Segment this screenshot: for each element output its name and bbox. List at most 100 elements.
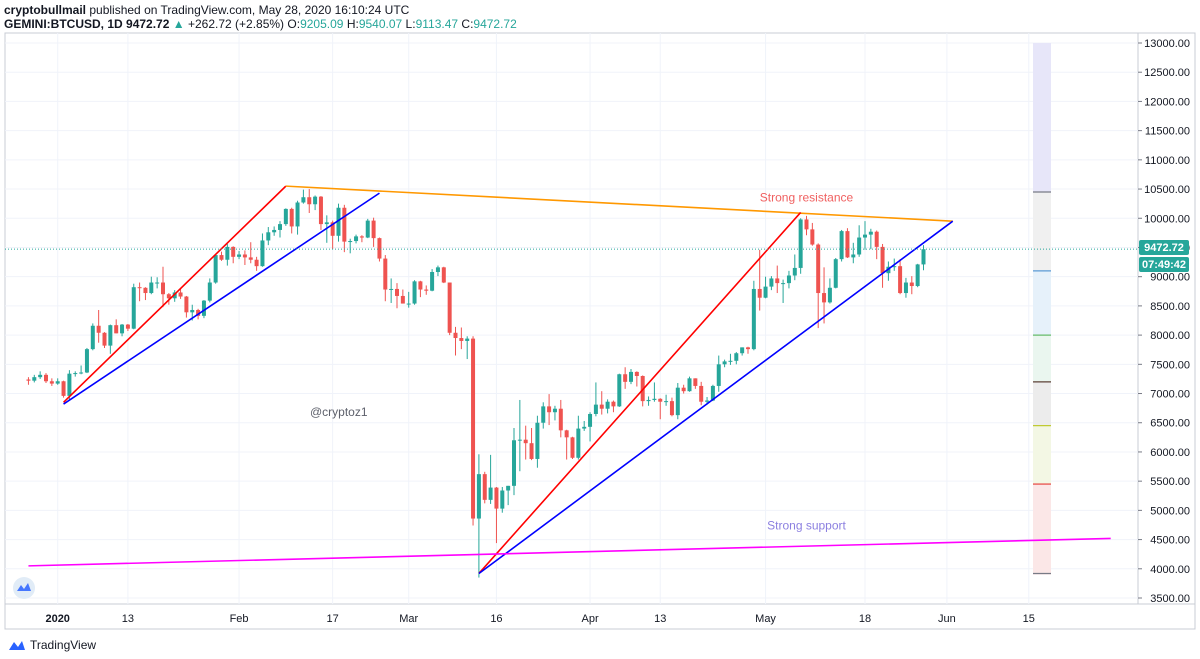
symbol-header: GEMINI:BTCUSD, 1D 9472.72 ▲ +262.72 (+2.… [4, 17, 517, 31]
time-tick-label: 2020 [45, 613, 69, 625]
publish-header: cryptobullmail published on TradingView.… [4, 3, 409, 17]
candle-body [552, 408, 557, 413]
price-tick-label: 12500.00 [1144, 67, 1190, 79]
candle-body [786, 275, 791, 284]
watermark-text: @cryptoz1 [310, 405, 368, 419]
candle-body [435, 267, 440, 273]
candle-body [921, 249, 926, 265]
candle-body [488, 487, 493, 500]
candle-body [599, 404, 604, 409]
candle-body [541, 406, 546, 423]
time-tick-label: 16 [490, 613, 502, 625]
candle-body [348, 241, 353, 243]
volume-band [1033, 270, 1051, 336]
candle-body [705, 400, 710, 402]
time-tick-label: Apr [581, 613, 598, 625]
orange-trendline [285, 185, 953, 222]
candle-body [781, 283, 786, 285]
footer-brand[interactable]: TradingView [30, 638, 97, 652]
open-label: O: [287, 17, 301, 31]
candle-body [634, 371, 639, 376]
time-tick-label: Feb [230, 613, 249, 625]
time-tick-label: 13 [122, 613, 134, 625]
candle-body [84, 349, 89, 373]
candle-body [359, 236, 364, 238]
candle-body [266, 232, 271, 241]
author-name[interactable]: cryptobullmail [4, 3, 87, 17]
candle-body [593, 404, 598, 414]
candle-body [482, 474, 487, 500]
candle-body [90, 325, 95, 350]
last-price: 9472.72 [126, 17, 170, 31]
last-price-badge: 9472.72 [1139, 240, 1189, 255]
candle-body [406, 303, 411, 305]
candle-body [857, 237, 862, 255]
candle-body [839, 231, 844, 260]
candle-body [32, 377, 37, 381]
candle-body [582, 426, 587, 429]
grid-lines [5, 33, 1138, 604]
candle-body [669, 401, 674, 416]
annotation-label: Strong resistance [760, 190, 854, 204]
candle-body [371, 220, 376, 239]
candle-body [219, 255, 224, 260]
price-tick-label: 13000.00 [1144, 38, 1190, 50]
price-tick-label: 10000.00 [1144, 213, 1190, 225]
candle-body [207, 282, 212, 301]
candle-body [693, 378, 698, 386]
candle-body [149, 282, 154, 294]
price-tick-label: 11500.00 [1145, 126, 1190, 138]
candle-body [336, 207, 341, 236]
candle-body [395, 288, 399, 296]
price-tick-label: 12000.00 [1144, 96, 1190, 108]
candle-body [810, 229, 815, 245]
candle-body [400, 295, 405, 304]
candle-body [798, 219, 803, 268]
candle-body [564, 430, 569, 438]
price-badge-text: 9472.72 [1144, 242, 1184, 254]
candle-body [155, 282, 160, 284]
candle-body [664, 401, 669, 403]
time-tick-label: May [755, 613, 776, 625]
candle-body [687, 378, 692, 392]
candle-body [658, 398, 663, 402]
tv-chart-logo-icon[interactable] [13, 577, 35, 599]
close-label: C: [461, 17, 474, 31]
tradingview-logo-icon [9, 641, 25, 650]
time-axis[interactable]: 2020 13 Feb 17 Mar 16 Apr 13 May 18 Jun 15 [45, 613, 1034, 625]
candle-body [278, 224, 282, 230]
price-tick-label: 6500.00 [1150, 418, 1190, 430]
candle-body [903, 282, 908, 294]
candle-body [201, 300, 206, 316]
volume-band [1033, 484, 1051, 575]
candle-body [55, 381, 60, 384]
candle-body [225, 246, 230, 260]
time-tick-label: 13 [654, 613, 666, 625]
candle-body [512, 440, 516, 486]
candle-body [465, 338, 470, 341]
candle-body [254, 259, 259, 267]
volume-band [1033, 425, 1051, 485]
candle-body [699, 385, 704, 402]
candle-body [447, 282, 452, 333]
candle-body [868, 231, 873, 235]
candle-body [178, 292, 183, 297]
candles [26, 189, 926, 578]
open-value: 9205.09 [300, 17, 344, 31]
candle-body [260, 240, 265, 267]
time-tick-label: 18 [859, 613, 871, 625]
candle-body [330, 222, 335, 236]
candle-body [746, 347, 750, 350]
price-axis[interactable]: 3500.00 4000.00 4500.00 5000.00 5500.00 6000.… [1138, 38, 1190, 605]
candle-body [418, 281, 423, 290]
trendlines[interactable] [28, 185, 1111, 575]
price-tick-label: 8000.00 [1150, 330, 1190, 342]
candle-body [231, 246, 236, 257]
candle-body [892, 266, 897, 268]
change-value: +262.72 (+2.85%) [187, 17, 285, 31]
candle-body [792, 267, 797, 276]
volume-band [1033, 43, 1051, 192]
price-tick-label: 5000.00 [1150, 505, 1190, 517]
blue-trendline [63, 192, 380, 405]
